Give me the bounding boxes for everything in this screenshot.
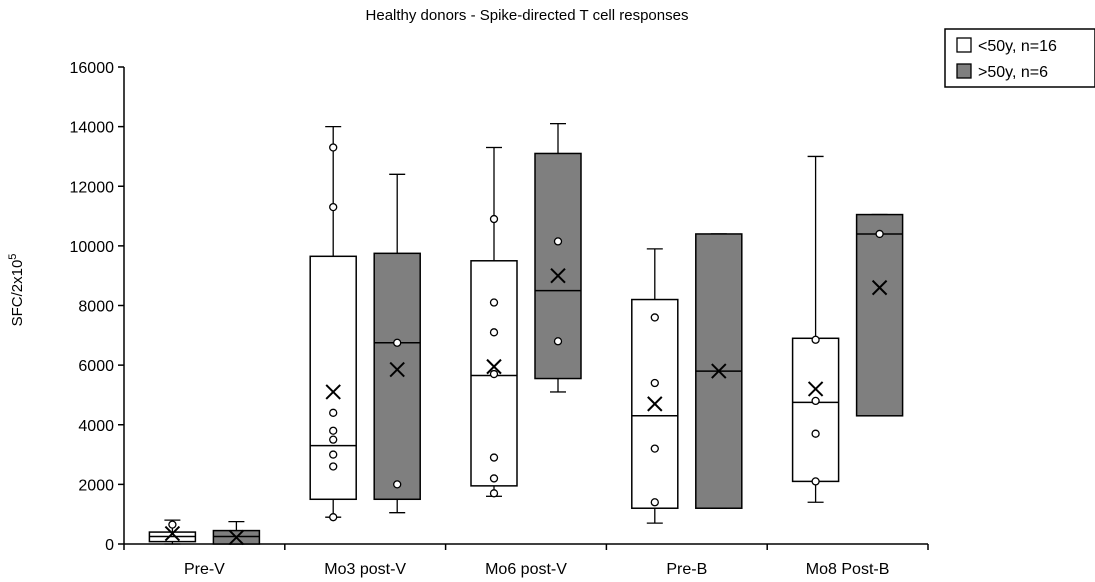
data-point bbox=[489, 369, 499, 379]
box-over50 bbox=[373, 173, 421, 514]
y-tick-label: 12000 bbox=[70, 179, 115, 196]
box-under50 bbox=[148, 519, 197, 545]
mean-marker bbox=[325, 384, 341, 400]
mean-marker bbox=[389, 361, 405, 378]
legend: <50y, n=16 >50y, n=6 bbox=[944, 28, 1095, 88]
data-point bbox=[811, 335, 820, 344]
y-tick-label: 8000 bbox=[78, 299, 114, 316]
data-point bbox=[329, 426, 338, 435]
legend-label: <50y, n=16 bbox=[978, 38, 1057, 55]
legend-label: >50y, n=6 bbox=[978, 64, 1048, 81]
data-point bbox=[329, 202, 338, 212]
box-under50 bbox=[631, 248, 679, 524]
box-iqr bbox=[309, 255, 357, 501]
data-point bbox=[329, 513, 338, 522]
data-point bbox=[875, 229, 884, 239]
data-point bbox=[329, 408, 338, 417]
box-iqr bbox=[470, 260, 518, 487]
data-point bbox=[489, 453, 499, 462]
legend-swatch bbox=[956, 37, 972, 53]
mean-marker-stroke bbox=[647, 396, 663, 412]
y-tick-label: 6000 bbox=[78, 358, 114, 375]
data-point bbox=[650, 444, 659, 453]
mean-marker bbox=[228, 529, 245, 546]
data-point bbox=[489, 298, 499, 307]
mean-marker-stroke bbox=[325, 384, 341, 400]
box-under50 bbox=[470, 146, 518, 498]
mean-marker bbox=[807, 381, 824, 397]
mean-marker bbox=[647, 396, 663, 412]
x-category-label: Mo6 post-V bbox=[485, 561, 567, 578]
mean-marker bbox=[486, 358, 502, 375]
y-tick-label: 2000 bbox=[78, 477, 114, 494]
x-axis: Pre-V Mo3 post-V Mo6 post-V Pre-B Mo8 Post-B bbox=[123, 543, 929, 578]
box-iqr bbox=[373, 252, 421, 501]
mean-marker-stroke bbox=[486, 358, 502, 375]
mean-marker-stroke bbox=[807, 381, 824, 397]
data-point bbox=[329, 462, 338, 471]
y-tick-label: 14000 bbox=[70, 120, 115, 137]
mean-marker-stroke bbox=[711, 363, 727, 379]
box-over50 bbox=[534, 122, 582, 393]
data-point bbox=[650, 498, 659, 507]
y-tick-label: 10000 bbox=[70, 239, 115, 256]
mean-marker bbox=[711, 363, 727, 379]
data-point bbox=[168, 520, 177, 529]
data-point bbox=[329, 435, 338, 444]
mean-marker-stroke bbox=[164, 525, 181, 542]
box-over50 bbox=[695, 233, 743, 509]
mean-marker-stroke bbox=[871, 279, 888, 296]
data-point bbox=[489, 214, 499, 224]
mean-marker bbox=[164, 525, 181, 542]
data-point bbox=[489, 328, 499, 337]
data-point bbox=[553, 237, 563, 246]
box-iqr bbox=[855, 213, 904, 417]
data-point bbox=[650, 378, 659, 388]
data-point bbox=[489, 474, 499, 483]
data-point bbox=[650, 313, 659, 322]
box-iqr bbox=[791, 337, 840, 483]
mean-marker bbox=[871, 279, 888, 296]
data-point bbox=[329, 143, 338, 152]
mean-marker-stroke bbox=[389, 361, 405, 378]
mean-marker-stroke bbox=[228, 529, 245, 546]
data-point bbox=[811, 477, 820, 486]
y-axis: 0 2000 4000 6000 8000 10000 12000 14000 16000 bbox=[70, 60, 125, 554]
x-category-label: Pre-B bbox=[666, 561, 707, 578]
box-over50 bbox=[212, 520, 261, 546]
mean-marker-stroke bbox=[550, 267, 566, 284]
box-over50 bbox=[855, 213, 904, 417]
chart-title: Healthy donors - Spike-directed T cell r… bbox=[366, 7, 689, 24]
x-category-label: Pre-V bbox=[184, 561, 225, 578]
y-axis-label-base: SFC/2x10 bbox=[9, 260, 26, 327]
data-point bbox=[811, 396, 820, 406]
box-under50 bbox=[309, 125, 357, 522]
data-point bbox=[489, 489, 499, 498]
mean-marker bbox=[550, 267, 566, 284]
y-axis-label: SFC/2x105 bbox=[7, 254, 26, 327]
y-tick-label: 16000 bbox=[70, 60, 115, 77]
box-series-group bbox=[148, 122, 904, 546]
data-point bbox=[393, 480, 402, 489]
box-under50 bbox=[791, 155, 840, 503]
data-point bbox=[393, 338, 402, 347]
x-category-label: Mo8 Post-B bbox=[806, 561, 890, 578]
data-point bbox=[553, 337, 563, 346]
y-tick-label: 4000 bbox=[78, 418, 114, 435]
data-point bbox=[329, 450, 338, 459]
x-category-label: Mo3 post-V bbox=[324, 561, 406, 578]
y-tick-label: 0 bbox=[105, 537, 114, 554]
y-axis-label-exponent: 5 bbox=[7, 254, 19, 260]
legend-swatch bbox=[956, 63, 972, 79]
data-point bbox=[811, 429, 820, 438]
